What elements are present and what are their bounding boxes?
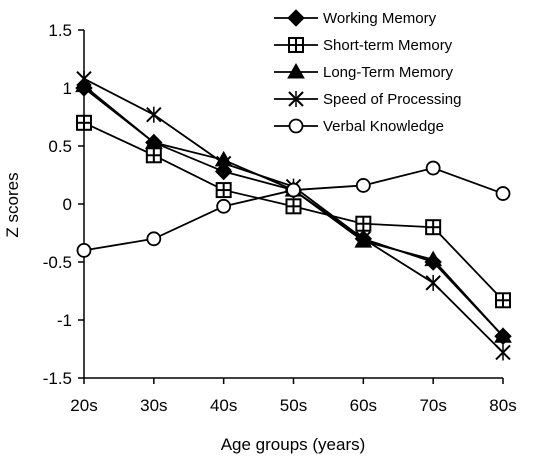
y-axis-title: Z scores (3, 172, 22, 237)
data-point (425, 219, 442, 236)
data-point (146, 106, 162, 123)
data-point (495, 344, 511, 361)
x-tick-labels: 20s 30s 40s 50s 60s 70s 80s (70, 396, 516, 415)
data-point (76, 70, 92, 87)
legend-label: Verbal Knowledge (323, 118, 444, 135)
series-layer (75, 70, 512, 361)
x-tick-label: 80s (489, 396, 516, 415)
data-point (424, 250, 443, 267)
y-tick-labels: 1.5 1 0.5 0 -0.5 -1 -1.5 (43, 21, 72, 388)
y-tick-label: 0.5 (48, 137, 72, 156)
y-tick-label: 0 (63, 195, 72, 214)
data-point (215, 182, 232, 199)
x-tick-label: 50s (280, 396, 307, 415)
x-tick-label: 70s (419, 396, 446, 415)
x-tick-label: 20s (70, 396, 97, 415)
legend: Working Memory Short-term Memory Long-Term… (274, 9, 461, 135)
x-tick-label: 30s (140, 396, 167, 415)
legend-label: Short-term Memory (323, 37, 453, 54)
legend-item-working-memory: Working Memory (274, 9, 437, 27)
x-axis-title: Age groups (years) (221, 435, 366, 454)
series-short-term-memory (76, 114, 511, 309)
legend-marker (287, 9, 305, 27)
data-point (425, 160, 441, 176)
data-point (495, 186, 511, 201)
data-point (495, 292, 511, 309)
legend-item-long-term-memory: Long-Term Memory (274, 62, 454, 81)
legend-item-short-term-memory: Short-term Memory (274, 37, 453, 54)
data-point (425, 274, 441, 291)
y-tick-label: 1 (63, 79, 72, 98)
data-point (144, 133, 163, 150)
y-tick-label: -0.5 (43, 253, 72, 272)
data-point (76, 114, 92, 131)
legend-item-speed-of-processing: Speed of Processing (274, 91, 461, 108)
series-speed-of-processing (76, 70, 511, 361)
legend-marker (287, 62, 305, 79)
data-point (355, 178, 371, 193)
series-verbal-knowledge (76, 160, 511, 258)
data-point (494, 327, 512, 343)
data-point (146, 231, 162, 247)
legend-item-verbal-knowledge: Verbal Knowledge (274, 118, 444, 135)
data-point (355, 230, 372, 247)
legend-label: Working Memory (323, 10, 437, 27)
legend-label: Long-Term Memory (323, 64, 454, 81)
data-point (286, 182, 301, 198)
legend-marker (288, 118, 304, 134)
data-point (76, 242, 92, 258)
y-tick-label: -1 (57, 311, 72, 330)
x-tick-label: 40s (210, 396, 237, 415)
data-point (355, 215, 372, 232)
data-point (145, 147, 162, 164)
y-tick-label: -1.5 (43, 369, 72, 388)
y-tick-label: 1.5 (48, 21, 72, 40)
data-point (215, 155, 232, 172)
x-tick-label: 60s (350, 396, 377, 415)
data-point (216, 198, 232, 214)
legend-label: Speed of Processing (323, 91, 461, 108)
data-point (285, 198, 302, 215)
legend-marker (288, 37, 304, 53)
legend-marker (288, 91, 304, 107)
